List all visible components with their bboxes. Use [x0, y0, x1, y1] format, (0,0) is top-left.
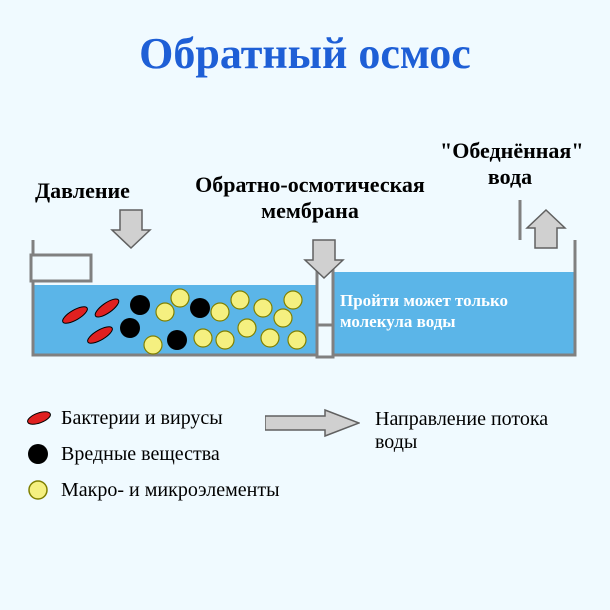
page-title: Обратный осмос — [0, 0, 610, 79]
legend-elements: Макро- и микроэлементы — [25, 477, 280, 503]
output-label: "Обеднённая" вода — [440, 138, 580, 190]
flow-label: Направление потока воды — [375, 408, 575, 454]
legend: Бактерии и вирусы Вредные вещества Макро… — [25, 405, 280, 513]
osmosis-diagram: Пройти может только молекула воды — [25, 200, 585, 380]
harmful-icon — [25, 441, 51, 467]
elements-icon — [25, 477, 51, 503]
legend-harmful: Вредные вещества — [25, 441, 280, 467]
flow-direction: Направление потока воды — [265, 408, 575, 454]
legend-harmful-label: Вредные вещества — [61, 443, 220, 466]
flow-arrow-icon — [265, 408, 360, 438]
bacteria-icon — [25, 405, 51, 431]
legend-bacteria-label: Бактерии и вирусы — [61, 407, 223, 430]
legend-elements-label: Макро- и микроэлементы — [61, 479, 280, 502]
legend-bacteria: Бактерии и вирусы — [25, 405, 280, 431]
inner-diagram-text: Пройти может только молекула воды — [340, 290, 560, 333]
